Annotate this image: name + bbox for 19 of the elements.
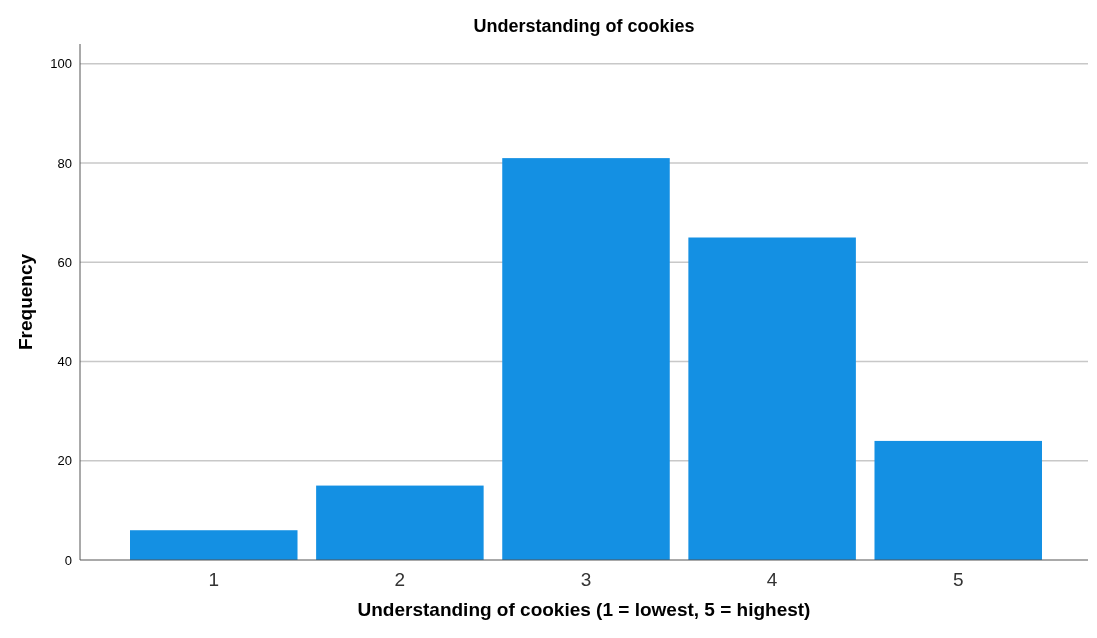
bar [316,485,484,560]
bar [874,440,1042,560]
y-tick-label: 100 [50,56,72,72]
x-tick-label: 4 [766,569,778,590]
y-tick-label: 40 [57,354,72,370]
y-tick-label: 0 [64,552,72,568]
bar [130,530,298,560]
bar [502,158,670,560]
y-tick-label: 80 [57,155,72,171]
chart-title: Understanding of cookies [473,16,695,36]
x-tick-label: 5 [952,569,964,590]
y-tick-label: 60 [57,254,72,270]
x-axis-title: Understanding of cookies (1 = lowest, 5 = highest) [357,599,811,620]
y-tick-label: 20 [57,453,72,469]
x-tick-label: 1 [208,569,220,590]
y-axis-title: Frequency [15,253,36,351]
x-tick-label: 2 [394,569,406,590]
x-tick-label: 3 [580,569,592,590]
bar [688,237,856,560]
